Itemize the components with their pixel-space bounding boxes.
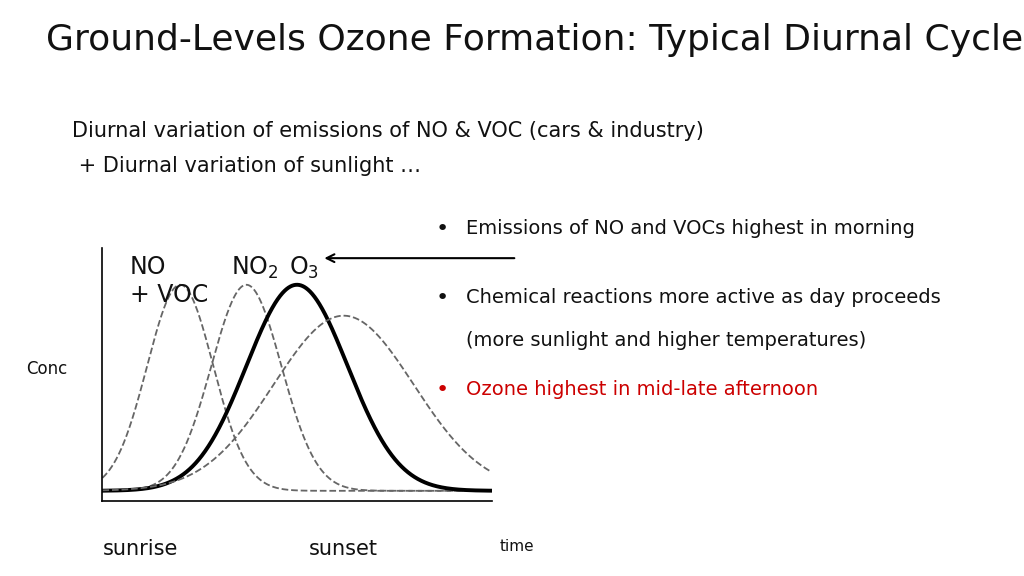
Text: •: • — [435, 219, 449, 239]
Text: (more sunlight and higher temperatures): (more sunlight and higher temperatures) — [466, 331, 866, 350]
Text: O$_3$: O$_3$ — [289, 255, 319, 282]
Text: sunset: sunset — [309, 539, 378, 559]
Text: Ground-Levels Ozone Formation: Typical Diurnal Cycles: Ground-Levels Ozone Formation: Typical D… — [46, 23, 1024, 57]
Text: •: • — [435, 288, 449, 308]
Text: NO$_2$: NO$_2$ — [230, 255, 279, 282]
Text: + Diurnal variation of sunlight …: + Diurnal variation of sunlight … — [72, 156, 421, 176]
Text: Diurnal variation of emissions of NO & VOC (cars & industry): Diurnal variation of emissions of NO & V… — [72, 121, 703, 141]
Text: Ozone highest in mid-late afternoon: Ozone highest in mid-late afternoon — [466, 380, 818, 399]
Text: Emissions of NO and VOCs highest in morning: Emissions of NO and VOCs highest in morn… — [466, 219, 914, 238]
Text: sunrise: sunrise — [102, 539, 178, 559]
Text: Conc: Conc — [27, 361, 68, 378]
Text: NO
+ VOC: NO + VOC — [130, 255, 208, 307]
Text: •: • — [435, 380, 449, 400]
Text: Chemical reactions more active as day proceeds: Chemical reactions more active as day pr… — [466, 288, 941, 307]
Text: time: time — [500, 539, 534, 554]
